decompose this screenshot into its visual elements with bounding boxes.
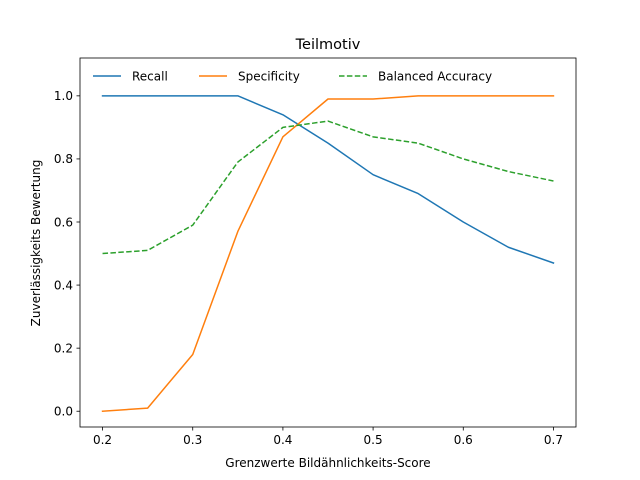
x-tick-label: 0.3 (183, 433, 202, 447)
legend-entry-specificity: Specificity (199, 69, 300, 83)
x-axis-label: Grenzwerte Bildähnlichkeits-Score (225, 456, 430, 470)
legend-entry-balanced-accuracy: Balanced Accuracy (339, 69, 492, 83)
series-line-specificity (101, 95, 555, 413)
series-line-balanced-accuracy (102, 120, 554, 255)
legend-label: Balanced Accuracy (378, 69, 492, 83)
x-tick-label: 0.6 (454, 433, 473, 447)
y-tick-label: 1.0 (54, 89, 73, 103)
y-axis-label: Zuverlässigkeits Bewertung (29, 160, 43, 327)
legend-label: Recall (132, 69, 168, 83)
x-tick-label: 0.7 (544, 433, 563, 447)
y-tick-label: 0.6 (54, 215, 73, 229)
legend-entry-recall: Recall (93, 69, 168, 83)
y-tick-label: 0.2 (54, 341, 73, 355)
legend-label: Specificity (238, 69, 300, 83)
y-tick-label: 0.4 (54, 278, 73, 292)
x-tick-label: 0.2 (93, 433, 112, 447)
x-tick-label: 0.5 (364, 433, 383, 447)
chart-title: Teilmotiv (295, 37, 361, 53)
x-axis: 0.2 0.3 0.4 0.5 0.6 0.7 (93, 427, 563, 447)
y-axis: 0.0 0.2 0.4 0.6 0.8 1.0 (54, 89, 80, 419)
series-line-recall (101, 95, 555, 264)
series-group (101, 95, 555, 413)
plot-frame (79, 57, 577, 428)
y-tick-label: 0.8 (54, 152, 73, 166)
legend: Recall Specificity Balanced Accuracy (93, 69, 492, 83)
y-tick-label: 0.0 (54, 405, 73, 419)
x-tick-label: 0.4 (273, 433, 292, 447)
